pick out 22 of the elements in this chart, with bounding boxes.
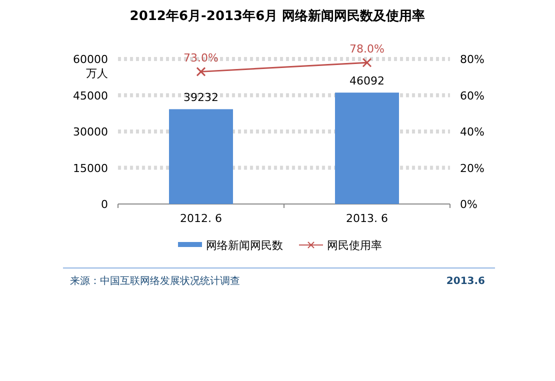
source-note: 来源：中国互联网络发展状况统计调查	[70, 275, 240, 287]
legend-label: 网络新闻网民数	[206, 239, 283, 252]
y-axis-title: 万人	[86, 67, 108, 80]
data-label: 73.0%	[184, 52, 218, 65]
x-tick-label: 2013. 6	[346, 212, 388, 225]
data-label: 78.0%	[350, 42, 384, 56]
y-tick-label: 45000	[73, 89, 108, 102]
data-label: 46092	[350, 74, 384, 88]
text: 2013.6	[446, 276, 486, 287]
legend-label: 网民使用率	[327, 239, 382, 252]
y-tick-label: 30000	[73, 126, 108, 138]
y-tick-label: 15000	[73, 162, 108, 175]
y2-tick-label: 40%	[460, 126, 484, 138]
x-tick-label: 2012. 6	[180, 212, 222, 225]
y2-tick-label: 60%	[460, 89, 484, 102]
y-tick-label: 60000	[73, 53, 108, 66]
y2-tick-label: 20%	[460, 162, 484, 175]
chart-title: 2012年6月-2013年6月 网络新闻网民数及使用率	[130, 8, 426, 24]
y2-tick-label: 80%	[460, 53, 484, 66]
y-tick-label: 0	[101, 198, 108, 211]
y2-tick-label: 0%	[460, 198, 478, 211]
data-label: 39232	[184, 91, 218, 104]
